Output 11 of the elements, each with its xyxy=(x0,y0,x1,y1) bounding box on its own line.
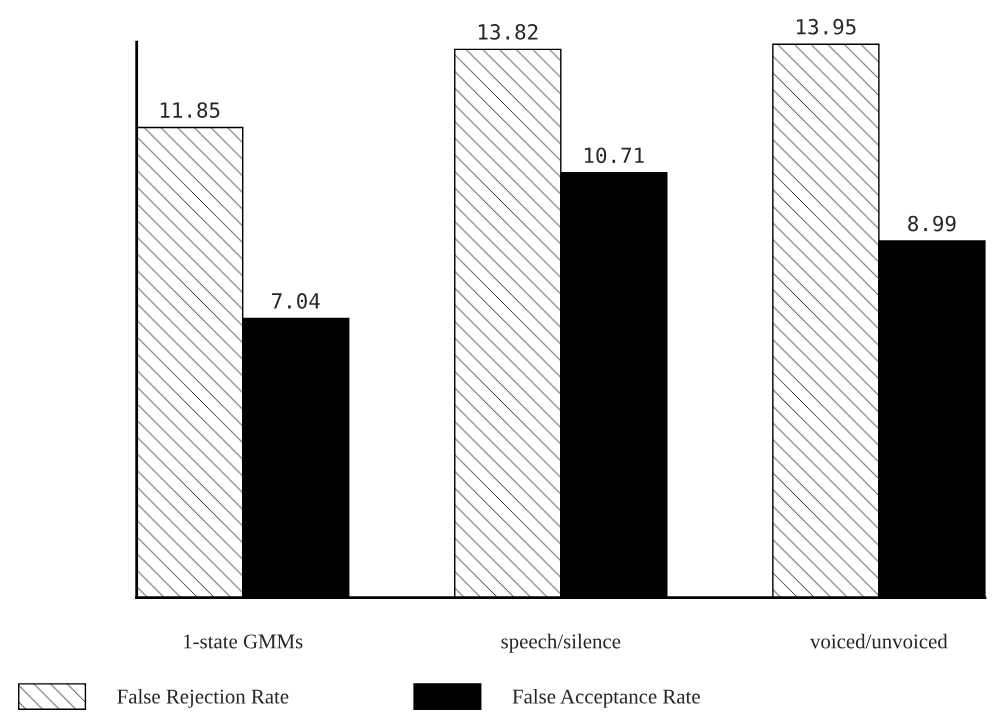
legend-label: False Acceptance Rate xyxy=(512,688,700,708)
data-label: 13.82 xyxy=(478,24,538,40)
data-label: 13.95 xyxy=(797,18,856,35)
data-label: 7.04 xyxy=(272,293,320,309)
x-tick-label: speech/silence xyxy=(501,633,621,653)
data-label: 11.85 xyxy=(160,102,220,118)
legend-label: False Rejection Rate xyxy=(117,688,289,708)
x-tick-label: 1-state GMMs xyxy=(184,634,303,649)
data-label: 8.99 xyxy=(908,215,956,232)
x-tick-label: voiced/unvoiced xyxy=(810,633,948,649)
data-label: 10.71 xyxy=(584,147,644,164)
